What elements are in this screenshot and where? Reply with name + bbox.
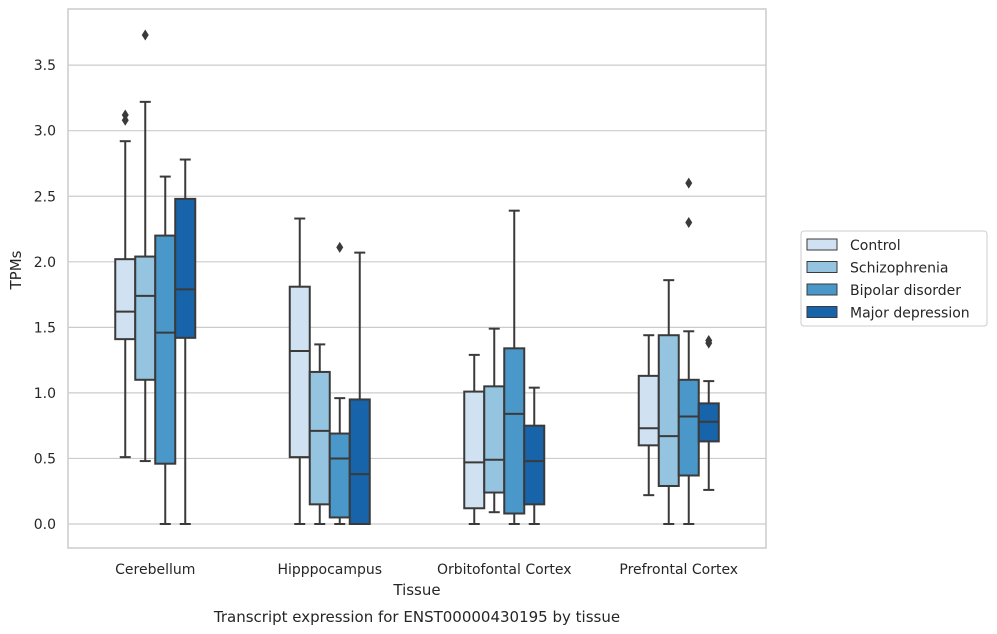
- legend-label: Major depression: [850, 306, 970, 322]
- iqr-box: [134, 255, 157, 381]
- x-tick-label: Prefrontal Cortex: [619, 562, 738, 578]
- box-control: [288, 217, 311, 525]
- x-tick-labels: Cerebellum Hipppocampus Orbitofontal Corte…: [115, 562, 738, 578]
- box-major-depression: [697, 334, 720, 491]
- box-schizophrenia: [134, 29, 157, 463]
- legend-label: Bipolar disorder: [850, 283, 961, 299]
- iqr-box: [154, 234, 177, 465]
- box-schizophrenia: [483, 327, 506, 514]
- box-control: [463, 353, 486, 525]
- x-tick-label: Orbitofontal Cortex: [437, 562, 572, 578]
- y-tick-label: 1.0: [34, 386, 56, 402]
- legend-swatch: [806, 261, 838, 273]
- chart-caption: Transcript expression for ENST0000043019…: [213, 608, 620, 626]
- box-major-depression: [174, 158, 197, 525]
- box-bipolar-disorder: [328, 241, 351, 525]
- iqr-box: [503, 347, 526, 515]
- box-control: [114, 109, 137, 459]
- y-axis-label: TPMs: [7, 250, 25, 290]
- iqr-box: [483, 385, 506, 494]
- plot-frame: [67, 8, 767, 549]
- legend-swatch: [806, 238, 838, 251]
- outlier-point: [685, 177, 693, 189]
- iqr-box: [308, 370, 331, 506]
- outlier-point: [121, 109, 129, 121]
- legend: Control Schizophrenia Bipolar disorder Majo…: [800, 230, 988, 327]
- outlier-point: [336, 241, 344, 253]
- iqr-box: [463, 390, 486, 510]
- y-tick-label: 2.0: [34, 255, 56, 271]
- iqr-box: [288, 285, 311, 459]
- y-tick-label: 3.5: [34, 58, 56, 74]
- legend-swatch: [806, 283, 838, 296]
- y-tick-label: 3.0: [34, 124, 56, 140]
- x-tick-label: Hipppocampus: [277, 562, 382, 578]
- box-major-depression: [348, 251, 371, 525]
- y-tick-labels: 0.0 0.5 1.0 1.5 2.0 2.5 3.0 3.5: [34, 58, 56, 533]
- y-tick-label: 0.5: [34, 451, 56, 467]
- iqr-box: [523, 424, 546, 506]
- legend-label: Control: [850, 238, 901, 254]
- legend-swatch: [806, 306, 838, 318]
- x-tick-label: Cerebellum: [115, 562, 195, 578]
- box-schizophrenia: [657, 279, 680, 525]
- iqr-box: [677, 378, 700, 477]
- outlier-point: [705, 334, 713, 346]
- iqr-box: [657, 334, 680, 487]
- box-bipolar-disorder: [677, 177, 700, 525]
- box-schizophrenia: [308, 343, 331, 525]
- box-bipolar-disorder: [503, 209, 526, 525]
- x-axis-label: Tissue: [392, 581, 440, 599]
- box-plot-series: [114, 29, 720, 525]
- iqr-box: [637, 374, 660, 447]
- legend-label: Schizophrenia: [850, 261, 948, 277]
- iqr-box: [348, 398, 371, 525]
- y-tick-label: 0.0: [34, 517, 56, 533]
- box-bipolar-disorder: [154, 175, 177, 525]
- iqr-box: [174, 197, 197, 339]
- y-tick-label: 2.5: [34, 189, 56, 205]
- iqr-box: [114, 258, 137, 341]
- box-control: [637, 334, 660, 497]
- legend-frame: [800, 230, 988, 327]
- iqr-box: [328, 432, 351, 519]
- y-tick-label: 1.5: [34, 320, 56, 336]
- outlier-point: [141, 29, 149, 41]
- outlier-point: [685, 216, 693, 228]
- box-major-depression: [523, 386, 546, 525]
